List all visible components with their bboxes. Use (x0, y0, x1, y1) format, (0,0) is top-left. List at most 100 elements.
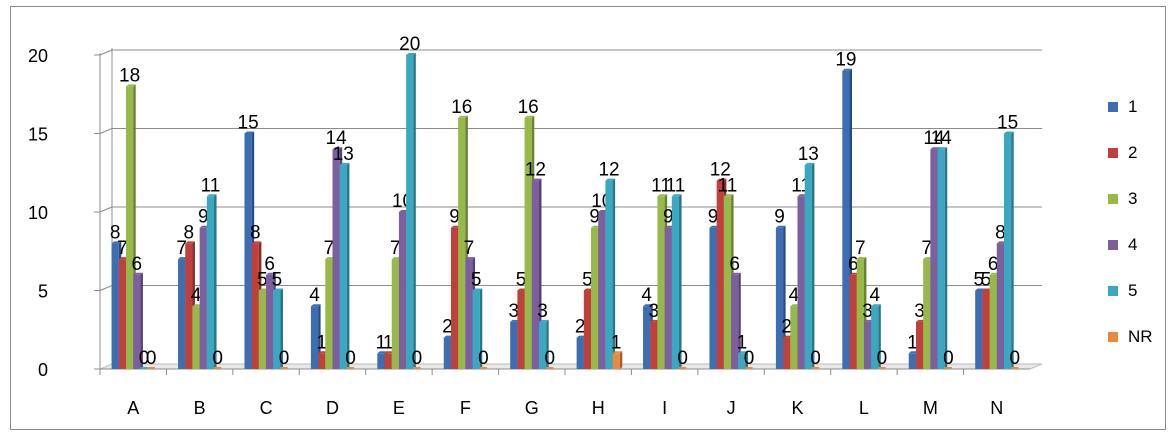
bar (147, 367, 155, 369)
bar (671, 196, 680, 369)
bar-top (339, 162, 350, 165)
bar (804, 164, 812, 369)
bar-top (871, 304, 881, 307)
data-label: 13 (333, 144, 354, 165)
bar-top (657, 194, 668, 197)
bar (524, 117, 532, 369)
data-label: 0 (1009, 348, 1020, 369)
bar-top (111, 241, 122, 244)
bar-top (723, 194, 734, 197)
bar (745, 367, 753, 369)
gridline-side (99, 49, 113, 56)
data-label: 6 (988, 254, 999, 275)
bar-side (612, 178, 616, 369)
data-label: 11 (666, 175, 686, 196)
data-label: 11 (651, 175, 671, 196)
data-label: 18 (119, 65, 140, 86)
bar (384, 353, 392, 369)
x-tick-label: H (592, 398, 605, 418)
bar (731, 274, 739, 369)
bar (310, 306, 319, 369)
bar (266, 274, 274, 369)
bar (244, 133, 252, 369)
bar (657, 196, 665, 369)
bar (923, 259, 931, 369)
bar (325, 259, 333, 369)
bar (871, 306, 879, 369)
data-label: 12 (710, 160, 731, 181)
data-label: 5 (272, 270, 283, 291)
bar (377, 353, 385, 369)
data-label: 3 (862, 301, 873, 322)
x-tick-label: F (460, 398, 471, 418)
bar (443, 337, 451, 369)
data-label: 4 (309, 285, 320, 306)
legend-label: 3 (1128, 189, 1137, 208)
data-label: 1 (611, 332, 622, 353)
bar (576, 337, 584, 369)
bar (111, 243, 119, 369)
bar-top (930, 147, 941, 150)
bar (723, 196, 732, 369)
data-label: 20 (399, 34, 420, 55)
data-label: 11 (201, 175, 221, 196)
data-label: 7 (324, 238, 335, 259)
data-label: 15 (997, 113, 1018, 134)
x-tick-label: D (326, 398, 339, 418)
bar (258, 290, 267, 369)
data-label: 11 (718, 175, 738, 196)
bar (915, 321, 924, 369)
bar-side (280, 288, 283, 369)
bar (783, 337, 791, 369)
data-label: 4 (191, 285, 202, 306)
bar-top (472, 288, 483, 291)
bar (650, 321, 658, 369)
data-label: 3 (649, 301, 660, 322)
bar-top (775, 225, 786, 228)
gridline-side (99, 285, 113, 291)
bar-side (346, 162, 350, 369)
data-label: 4 (789, 285, 800, 306)
bar (937, 149, 945, 369)
legend-label: 2 (1128, 143, 1137, 162)
bar (472, 290, 480, 369)
data-label: 7 (117, 238, 128, 259)
legend-swatch (1108, 194, 1118, 204)
bar (339, 164, 347, 369)
bar-side (413, 53, 416, 369)
data-label: 0 (139, 348, 150, 369)
data-label: 2 (442, 317, 453, 338)
bar-top (273, 288, 283, 291)
data-label: 7 (390, 238, 401, 259)
data-label: 14 (923, 128, 945, 149)
chart-floor (99, 363, 1043, 370)
bar-top (377, 351, 388, 354)
data-label: 0 (877, 348, 888, 369)
data-label: 3 (508, 301, 519, 322)
bar (118, 259, 127, 369)
legend-label: 4 (1128, 235, 1137, 254)
data-label: 7 (921, 238, 932, 259)
bar (185, 243, 193, 369)
data-label: 15 (238, 113, 259, 134)
x-tick-label: J (727, 398, 736, 418)
data-label: 7 (464, 238, 475, 259)
data-label: 12 (525, 160, 546, 181)
bar (517, 290, 525, 369)
bar-top (206, 194, 217, 197)
bar (930, 149, 938, 369)
data-label: 0 (212, 348, 223, 369)
legend-swatch (1108, 148, 1118, 158)
x-tick-label: C (260, 398, 273, 418)
bar (546, 367, 554, 369)
bar (598, 212, 606, 369)
bar-top (856, 257, 867, 260)
bar (709, 227, 717, 369)
legend-label: 1 (1128, 97, 1137, 116)
x-tick-label: E (393, 398, 405, 418)
data-label: 16 (451, 97, 472, 118)
data-label: 12 (598, 160, 619, 181)
bar (332, 149, 340, 369)
bar-top (612, 351, 623, 354)
